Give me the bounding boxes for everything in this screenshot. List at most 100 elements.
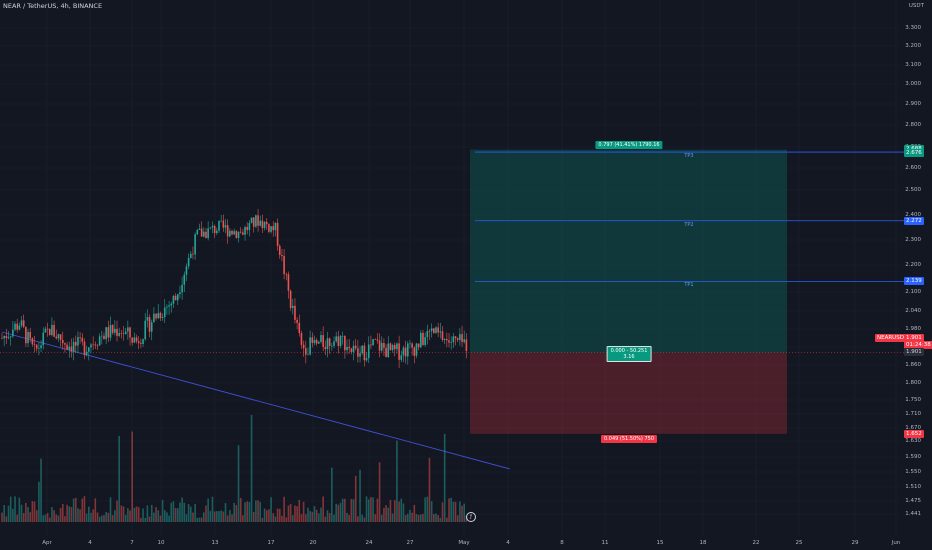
candle	[318, 341, 320, 344]
volume-bar	[298, 499, 301, 522]
volume-bar	[77, 508, 79, 522]
price-tick-label: 1.860	[905, 362, 921, 368]
volume-bar	[291, 515, 294, 522]
volume-bar	[281, 515, 283, 522]
volume-bar	[44, 514, 47, 522]
volume-bar	[433, 513, 435, 522]
candle	[66, 344, 68, 350]
volume-bar	[211, 496, 214, 522]
candle	[14, 323, 16, 330]
candle	[77, 337, 79, 346]
volume-bar	[42, 515, 45, 522]
price-tick-label: 2.600	[905, 165, 921, 171]
candle	[307, 354, 309, 356]
candle	[59, 334, 62, 340]
candle	[7, 337, 10, 339]
candle	[411, 343, 413, 348]
volume-bar	[324, 516, 327, 522]
candle	[257, 215, 259, 226]
candle	[454, 336, 457, 339]
candle	[320, 335, 322, 342]
volume-bar	[309, 511, 311, 522]
candle	[274, 222, 277, 231]
price-tick-label: 1.441	[905, 511, 921, 517]
candle	[194, 234, 196, 255]
candle	[459, 334, 461, 340]
position-center-label[interactable]: 0.000 - 50.251 3.16	[606, 345, 652, 362]
volume-bar	[168, 515, 170, 522]
price-tick-label: 3.100	[905, 62, 921, 68]
price-tick-label: 1.630	[905, 438, 921, 444]
candle	[281, 254, 283, 257]
volume-bar	[404, 515, 407, 522]
candle	[350, 348, 353, 352]
fx-icon[interactable]: ƒ	[466, 512, 476, 522]
candle	[315, 339, 318, 344]
candle	[224, 225, 227, 228]
volume-bar	[367, 499, 370, 522]
volume-bar	[450, 497, 452, 522]
candle	[25, 326, 27, 344]
volume-bar	[133, 507, 136, 522]
candle	[222, 220, 225, 228]
volume-bar	[246, 501, 249, 522]
candle	[324, 346, 327, 350]
candle	[114, 328, 116, 333]
candle	[250, 217, 253, 223]
candle	[289, 290, 292, 309]
candle	[239, 231, 242, 233]
candle	[192, 253, 194, 255]
candle	[146, 317, 149, 321]
volume-bar	[205, 505, 207, 522]
volume-bar	[83, 496, 86, 522]
volume-bar	[311, 511, 314, 522]
volume-bar	[194, 504, 196, 522]
countdown-tag: 01:24:38	[904, 341, 932, 349]
candle	[116, 328, 118, 336]
candle	[140, 343, 142, 344]
volume-bar	[79, 509, 81, 522]
volume-bar	[181, 497, 183, 522]
volume-bar	[74, 497, 77, 522]
candle	[463, 339, 466, 342]
volume-bar	[430, 501, 433, 522]
target-stats-label[interactable]: 0.797 (41.41%) 1790.16	[595, 140, 663, 149]
volume-bar	[307, 507, 309, 522]
candle	[79, 337, 81, 338]
candle	[287, 274, 290, 291]
volume-bar	[46, 512, 49, 522]
volume-bar	[226, 515, 229, 522]
time-tick-label: 11	[601, 540, 609, 546]
volume-bar	[439, 517, 442, 522]
candle	[413, 347, 416, 356]
candle	[9, 336, 12, 338]
volume-bar	[66, 504, 68, 522]
volume-bar	[413, 504, 416, 522]
volume-bar	[111, 515, 114, 522]
candle	[161, 316, 164, 319]
volume-bar	[380, 514, 383, 522]
time-tick-label: Jun	[891, 540, 901, 546]
candle	[337, 336, 340, 346]
candle	[283, 256, 285, 275]
last-price-tag: 1.901	[904, 348, 924, 356]
price-tick-label: 1.475	[905, 498, 921, 504]
candle	[33, 344, 36, 345]
volume-bar	[376, 498, 379, 522]
candle	[5, 336, 8, 339]
volume-bar	[222, 511, 225, 522]
price-tick-label: 2.040	[905, 308, 921, 314]
candle	[389, 343, 392, 351]
candle	[391, 345, 394, 351]
volume-bar	[216, 511, 218, 522]
volume-bar	[396, 440, 398, 522]
volume-bar	[318, 513, 320, 522]
volume-bar	[365, 496, 368, 522]
volume-bar	[163, 510, 166, 522]
stop-stats-label[interactable]: 0.049 (51.50%) 750	[600, 434, 658, 443]
candle	[278, 245, 281, 255]
volume-bar	[287, 505, 290, 522]
volume-bar	[170, 502, 173, 522]
volume-bar	[148, 516, 151, 522]
